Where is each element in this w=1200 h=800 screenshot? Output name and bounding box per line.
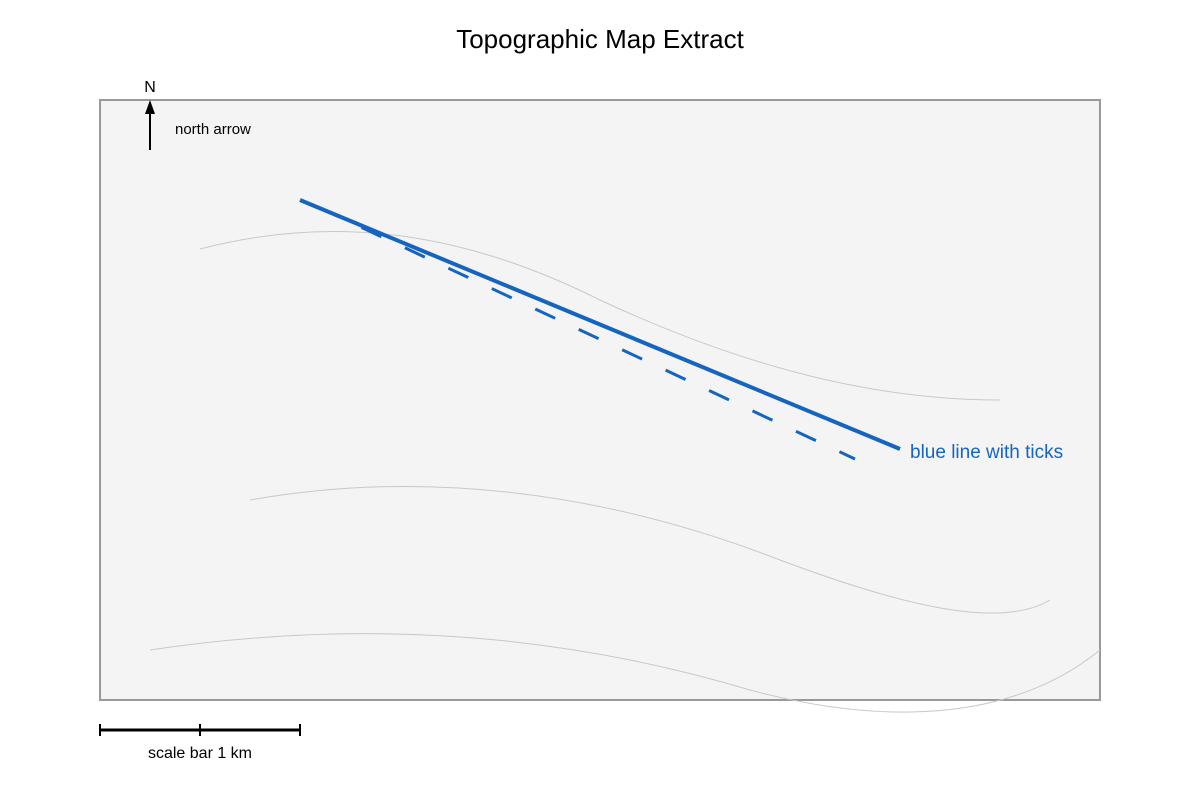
north-arrow-head	[145, 100, 155, 114]
north-caption: north arrow	[175, 121, 251, 138]
contour-line	[149, 633, 1101, 713]
map-title: Topographic Map Extract	[456, 24, 744, 54]
feature-label: blue line with ticks	[910, 442, 1063, 463]
contour-line	[199, 231, 1001, 401]
north-label: N	[144, 79, 156, 96]
blue-line	[299, 198, 901, 451]
scale-caption: scale bar 1 km	[148, 745, 252, 762]
map-frame	[99, 99, 1101, 701]
tick-line	[317, 205, 856, 461]
contour-line	[249, 486, 1051, 614]
